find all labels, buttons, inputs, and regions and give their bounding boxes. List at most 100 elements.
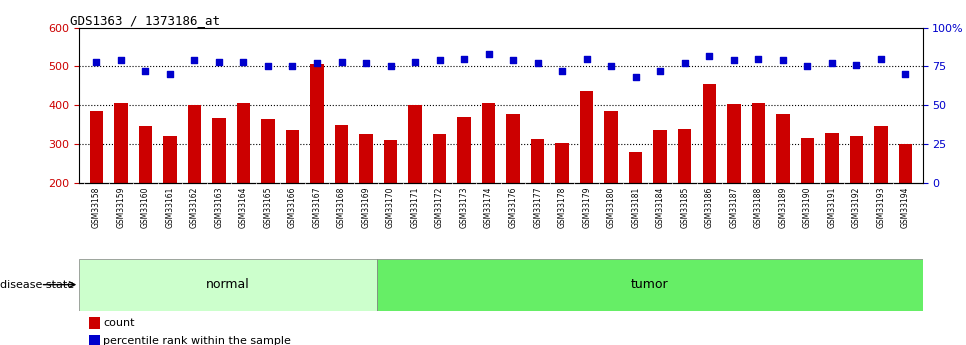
Bar [187,105,201,183]
Text: GSM33179: GSM33179 [582,187,591,228]
Bar [261,119,274,183]
Text: GSM33187: GSM33187 [729,187,738,228]
Text: GSM33178: GSM33178 [557,187,567,228]
Text: GSM33165: GSM33165 [264,187,272,228]
Text: GSM33174: GSM33174 [484,187,493,228]
Bar [377,259,923,310]
Text: GSM33177: GSM33177 [533,187,542,228]
Bar [213,118,226,183]
Bar [409,105,422,183]
Point [677,61,693,66]
Point [358,61,374,66]
Text: GSM33161: GSM33161 [165,187,175,228]
Text: GSM33167: GSM33167 [313,187,322,228]
Point [309,61,325,66]
Point [848,62,864,68]
Bar [874,126,888,183]
Text: GSM33173: GSM33173 [460,187,469,228]
Text: GSM33162: GSM33162 [190,187,199,228]
Point [236,59,251,65]
Point [113,57,128,63]
Bar [752,103,765,183]
Bar [114,103,128,183]
Bar [482,103,496,183]
Text: GSM33163: GSM33163 [214,187,223,228]
Bar [359,134,373,183]
Text: GSM33188: GSM33188 [753,187,763,228]
Point [89,59,104,65]
Bar [776,114,789,183]
Bar [555,143,569,183]
Point [701,53,717,58]
Point [408,59,423,65]
Text: disease state: disease state [0,280,77,289]
Point [456,56,471,61]
Text: GSM33172: GSM33172 [435,187,444,228]
Text: GSM33185: GSM33185 [680,187,689,228]
Bar [90,111,103,183]
Point [800,63,815,69]
Text: normal: normal [206,278,250,291]
Text: GSM33189: GSM33189 [779,187,787,228]
Point [432,57,447,63]
Text: GSM33166: GSM33166 [288,187,297,228]
Bar [286,130,299,183]
Bar [335,125,349,183]
Bar [605,111,618,183]
Point [652,68,668,74]
Bar [310,65,324,183]
Point [505,57,521,63]
Text: GSM33170: GSM33170 [386,187,395,228]
Text: GSM33186: GSM33186 [705,187,714,228]
Text: GSM33191: GSM33191 [827,187,837,228]
Bar [653,130,667,183]
Text: GSM33158: GSM33158 [92,187,100,228]
Text: GSM33192: GSM33192 [852,187,861,228]
Bar [139,126,152,183]
Point [260,63,275,69]
Point [212,59,227,65]
Text: GSM33164: GSM33164 [239,187,248,228]
Bar [629,152,642,183]
Bar [384,140,397,183]
Point [383,63,398,69]
Bar [801,138,814,183]
Bar [702,84,716,183]
Point [554,68,570,74]
Point [775,57,790,63]
Bar [727,104,741,183]
Text: GSM33160: GSM33160 [141,187,150,228]
Text: GSM33193: GSM33193 [876,187,886,228]
Text: GSM33184: GSM33184 [656,187,665,228]
Point [162,71,178,77]
Text: GSM33171: GSM33171 [411,187,419,228]
Bar [850,136,863,183]
Text: GSM33159: GSM33159 [116,187,126,228]
Point [138,68,154,74]
Bar [163,136,177,183]
Bar [79,259,377,310]
Bar [678,128,692,183]
Text: GSM33168: GSM33168 [337,187,346,228]
Point [873,56,889,61]
Text: GSM33180: GSM33180 [607,187,615,228]
Text: count: count [103,318,135,328]
Point [604,63,619,69]
Point [285,63,300,69]
Bar [457,117,470,183]
Point [186,57,202,63]
Point [579,56,594,61]
Point [334,59,350,65]
Point [481,51,497,57]
Text: GSM33194: GSM33194 [901,187,910,228]
Bar [825,133,838,183]
Text: GSM33169: GSM33169 [361,187,371,228]
Point [726,57,742,63]
Point [824,61,839,66]
Text: GSM33190: GSM33190 [803,187,811,228]
Point [530,61,546,66]
Text: GSM33176: GSM33176 [509,187,518,228]
Bar [506,114,520,183]
Point [751,56,766,61]
Bar [237,102,250,183]
